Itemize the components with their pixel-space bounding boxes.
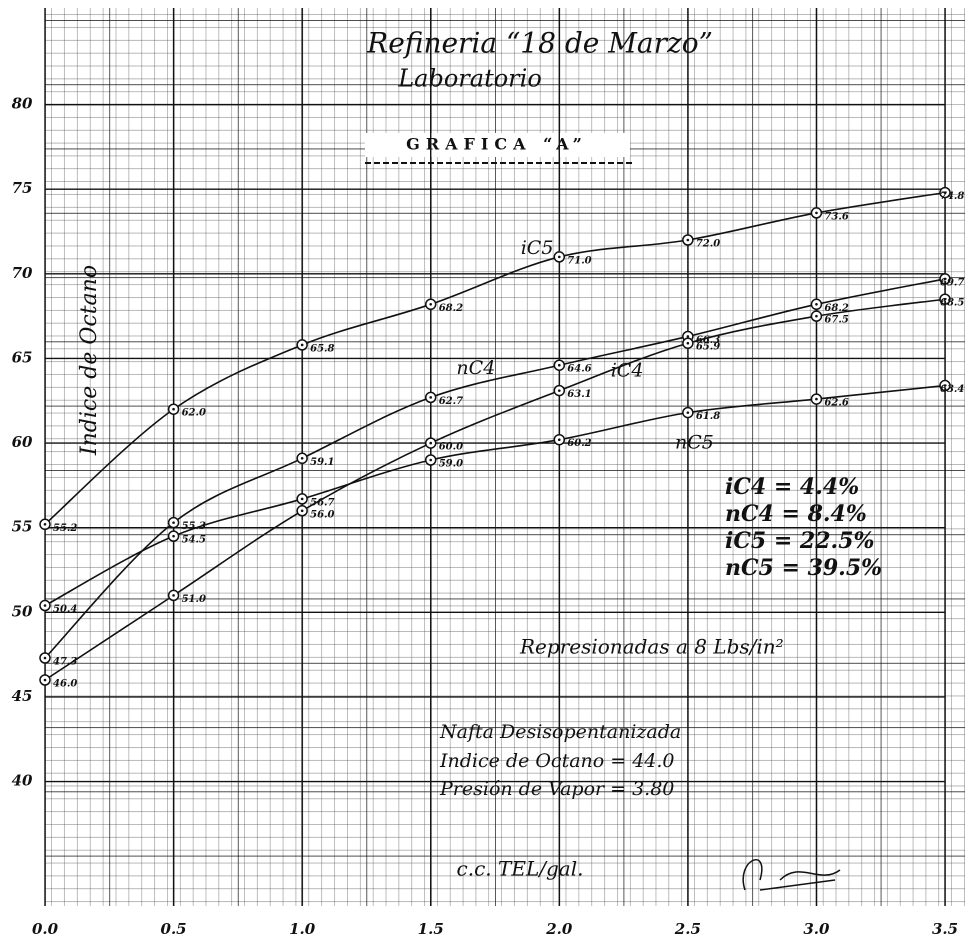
data-label: 71.0 [567, 255, 591, 266]
point-dot [301, 457, 304, 460]
annotation: iC4 = 4.4% [725, 474, 859, 500]
data-label: 59.1 [310, 457, 334, 468]
chart-subtitle: Laboratorio [397, 65, 542, 93]
annotation: nC5 = 39.5% [725, 555, 882, 581]
y-axis-label: Indice de Octano [77, 265, 102, 456]
data-label: 56.0 [310, 509, 334, 520]
data-label: 60.2 [567, 438, 591, 449]
y-tick-label: 70 [12, 264, 33, 282]
data-label: 50.4 [53, 604, 77, 615]
data-label: 68.5 [940, 298, 964, 309]
annotation: iC5 = 22.5% [725, 528, 875, 554]
data-label: 55.3 [182, 521, 206, 532]
point-dot [172, 521, 175, 524]
point-dot [815, 212, 818, 215]
data-label: 63.4 [940, 384, 964, 395]
point-dot [44, 679, 47, 682]
y-tick-label: 45 [12, 687, 33, 705]
series-name: iC4 [611, 360, 644, 382]
point-dot [429, 303, 432, 306]
data-label: 64.6 [567, 364, 591, 375]
point-dot [815, 315, 818, 318]
point-dot [44, 523, 47, 526]
data-label: 56.7 [310, 497, 334, 508]
data-label: 68.2 [439, 303, 463, 314]
point-dot [301, 509, 304, 512]
data-label: 62.7 [439, 396, 463, 407]
chart-heading: GRAFICA “A” [406, 135, 588, 154]
data-label: 46.0 [53, 679, 77, 690]
data-label: 61.8 [696, 411, 720, 422]
x-tick-label: 2.0 [545, 920, 573, 938]
data-label: 54.5 [182, 535, 206, 546]
x-axis-label: c.c. TEL/gal. [457, 857, 584, 881]
point-dot [687, 342, 690, 345]
annotation: nC4 = 8.4% [725, 501, 867, 527]
point-dot [687, 411, 690, 414]
data-label: 74.8 [940, 191, 964, 202]
point-dot [687, 239, 690, 242]
point-dot [172, 594, 175, 597]
point-dot [558, 256, 561, 259]
point-dot [429, 459, 432, 462]
point-dot [558, 389, 561, 392]
point-dot [429, 442, 432, 445]
series-name: nC4 [456, 357, 495, 379]
point-dot [558, 438, 561, 441]
chart-title: Refineria “18 de Marzo” [366, 27, 713, 60]
annotation: Nafta Desisopentanizada [439, 721, 681, 743]
y-tick-label: 60 [12, 433, 33, 451]
series-name: iC5 [521, 237, 554, 259]
x-tick-label: 2.5 [674, 920, 701, 938]
data-label: 51.0 [182, 594, 206, 605]
data-label: 55.2 [53, 523, 77, 534]
y-tick-label: 50 [12, 602, 33, 620]
data-label: 65.8 [310, 343, 334, 354]
data-label: 60.0 [439, 442, 463, 453]
data-label: 63.1 [567, 389, 591, 400]
point-dot [44, 657, 47, 660]
y-tick-label: 65 [12, 348, 33, 366]
point-dot [44, 604, 47, 607]
x-tick-label: 3.0 [803, 920, 830, 938]
x-tick-label: 0.0 [32, 920, 59, 938]
point-dot [301, 344, 304, 347]
x-tick-label: 3.5 [932, 920, 958, 938]
point-dot [301, 498, 304, 501]
data-label: 62.0 [182, 408, 206, 419]
data-label: 67.5 [824, 315, 848, 326]
x-tick-label: 1.5 [418, 920, 444, 938]
data-label: 59.0 [439, 459, 463, 470]
data-label: 62.6 [824, 398, 848, 409]
y-tick-label: 40 [12, 772, 33, 790]
y-tick-label: 80 [12, 95, 33, 113]
point-dot [815, 303, 818, 306]
point-dot [815, 398, 818, 401]
series-name: nC5 [675, 431, 714, 453]
chart: Refineria “18 de Marzo” Laboratorio GRAF… [0, 0, 975, 946]
data-label: 72.0 [696, 239, 720, 250]
annotation: Indice de Octano = 44.0 [439, 750, 675, 772]
x-tick-label: 1.0 [289, 920, 316, 938]
point-dot [558, 364, 561, 367]
data-label: 73.6 [824, 211, 848, 222]
point-dot [687, 335, 690, 338]
point-dot [172, 408, 175, 411]
y-tick-label: 75 [12, 179, 33, 197]
point-dot [429, 396, 432, 399]
y-tick-label: 55 [12, 518, 33, 536]
data-label: 65.9 [696, 342, 720, 353]
data-label: 69.7 [940, 277, 964, 288]
point-dot [172, 535, 175, 538]
x-tick-label: 0.5 [161, 920, 187, 938]
